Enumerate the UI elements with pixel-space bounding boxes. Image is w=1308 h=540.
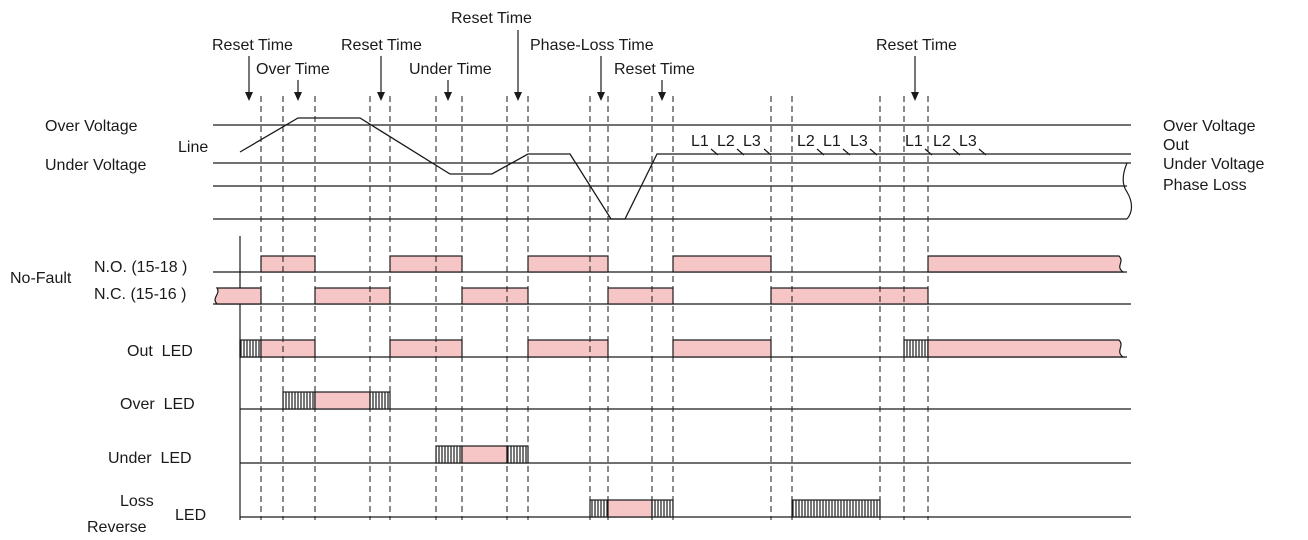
label-over-voltage-left: Over Voltage (45, 118, 138, 135)
label-phase-loss-right: Phase Loss (1163, 177, 1247, 194)
phase-label: L1 (905, 133, 923, 150)
label-under-time: Under Time (409, 61, 492, 78)
phase-label: L3 (743, 133, 761, 150)
over-led-row (240, 391, 1131, 410)
voltage-reference-lines (213, 124, 1133, 220)
phase-label: L1 (823, 133, 841, 150)
label-reset-time-1: Reset Time (212, 37, 293, 54)
time-arrows (245, 30, 919, 101)
phase-label: L2 (933, 133, 951, 150)
label-out-led: Out LED (127, 343, 193, 360)
label-no-contact: N.O. (15-18 ) (94, 259, 187, 276)
label-reset-time-4: Reset Time (614, 61, 695, 78)
label-reset-time-5: Reset Time (876, 37, 957, 54)
label-reset-time-2: Reset Time (341, 37, 422, 54)
phase-sequence-labels: L1 L2 L3 L2 L1 L3 L1 L2 L3 (691, 133, 987, 156)
label-over-led: Over LED (120, 396, 195, 413)
label-phase-loss-time: Phase-Loss Time (530, 37, 654, 54)
label-loss: Loss (120, 493, 154, 510)
label-led: LED (175, 507, 206, 524)
label-over-time: Over Time (256, 61, 330, 78)
phase-label: L3 (959, 133, 977, 150)
label-under-voltage-right: Under Voltage (1163, 156, 1265, 173)
line-voltage-waveform (239, 117, 1131, 220)
label-out-right: Out (1163, 137, 1189, 154)
label-under-led: Under LED (108, 450, 192, 467)
phase-label: L1 (691, 133, 709, 150)
under-led-row (240, 445, 1131, 464)
out-led-row (239, 339, 1127, 358)
event-marker-lines (260, 96, 929, 520)
label-under-voltage-left: Under Voltage (45, 157, 147, 174)
phase-label: L3 (850, 133, 868, 150)
label-no-fault: No-Fault (10, 270, 72, 287)
phase-label: L2 (797, 133, 815, 150)
nc-contact-row (213, 287, 1131, 305)
label-nc-contact: N.C. (15-16 ) (94, 286, 186, 303)
label-reset-time-3: Reset Time (451, 10, 532, 27)
no-contact-row (213, 255, 1127, 273)
loss-reverse-led-row (240, 499, 1131, 518)
phase-label: L2 (717, 133, 735, 150)
label-reverse: Reverse (87, 519, 147, 536)
label-over-voltage-right: Over Voltage (1163, 118, 1256, 135)
label-line: Line (178, 139, 208, 156)
